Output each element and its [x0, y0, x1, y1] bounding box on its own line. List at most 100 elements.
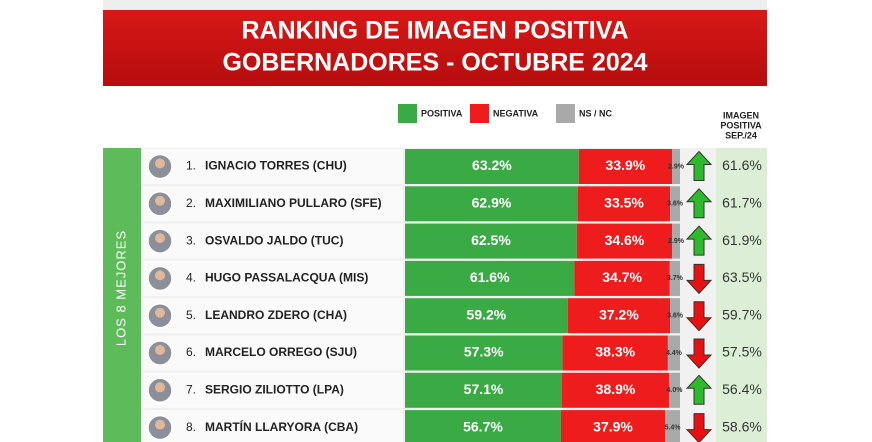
- row-label-bg: [141, 410, 403, 442]
- previous-title: SEP./24: [725, 130, 757, 140]
- header: [103, 10, 767, 86]
- bar-segment: [576, 223, 673, 259]
- value-label: 34.6%: [605, 232, 645, 248]
- value-label: 4.0%: [667, 387, 684, 394]
- row-label-bg: [141, 223, 403, 259]
- value-label: 38.9%: [596, 381, 636, 397]
- value-label: 34.7%: [602, 269, 642, 285]
- bar-segment: [562, 372, 669, 408]
- value-label: 2.9%: [668, 163, 685, 170]
- rank: 6.: [186, 345, 196, 359]
- value-label: 62.9%: [472, 195, 512, 211]
- previous-title: IMAGEN: [723, 110, 759, 120]
- photo-face: [155, 307, 165, 318]
- bar-segment: [405, 186, 578, 222]
- bar-segment: [405, 149, 579, 184]
- bar-segment: [672, 223, 680, 259]
- trend-arrow: [685, 150, 713, 181]
- trend-arrow: [685, 301, 713, 332]
- trend-arrow: [685, 338, 713, 369]
- title-line: RANKING DE IMAGEN POSITIVA: [241, 17, 628, 45]
- bar-segment: [672, 149, 680, 184]
- value-label: 62.5%: [471, 232, 511, 248]
- value-label: 33.9%: [606, 157, 646, 173]
- value-label: 57.1%: [464, 381, 504, 397]
- bar-segment: [560, 410, 666, 442]
- value-label: 38.3%: [595, 344, 635, 360]
- bar-segment: [562, 335, 668, 371]
- value-label: 3.6%: [667, 313, 684, 320]
- category-label: SERGIO ZILIOTTO (LPA): [205, 382, 344, 396]
- trend-arrow: [685, 374, 713, 405]
- row-label-bg: [141, 260, 403, 296]
- value-label: 3.6%: [667, 201, 684, 208]
- rank: 1.: [186, 159, 196, 173]
- photo-face: [155, 382, 165, 393]
- previous-value: 56.4%: [722, 381, 762, 397]
- row-label-bg: [141, 149, 403, 184]
- rank: 8.: [186, 420, 196, 434]
- previous-value: 57.5%: [722, 344, 762, 360]
- previous-value: 58.6%: [722, 418, 762, 434]
- bar-segment: [578, 149, 673, 184]
- legend-label: NEGATIVA: [493, 108, 539, 118]
- row-label-bg: [141, 186, 403, 222]
- bar-segment: [669, 260, 680, 296]
- bar-segment: [665, 410, 680, 442]
- bar-segment: [670, 298, 680, 334]
- rank: 3.: [186, 233, 196, 247]
- title-line: GOBERNADORES - OCTUBRE 2024: [222, 49, 647, 77]
- bar-segment: [667, 335, 680, 371]
- photo-face: [155, 270, 165, 281]
- bar-segment: [405, 223, 577, 259]
- bar-segment: [669, 372, 680, 408]
- previous-column: [716, 148, 767, 442]
- value-label: 5.4%: [665, 424, 682, 431]
- photo-face: [155, 345, 165, 355]
- value-label: 37.2%: [599, 306, 639, 322]
- legend-label: POSITIVA: [421, 108, 463, 118]
- group-label: LOS 8 MEJORES: [113, 230, 128, 346]
- value-label: 37.9%: [593, 418, 633, 434]
- previous-value: 61.7%: [722, 195, 762, 211]
- previous-value: 63.5%: [722, 269, 762, 285]
- category-label: HUGO PASSALACQUA (MIS): [205, 271, 368, 285]
- trend-arrow: [685, 413, 713, 442]
- rank: 7.: [186, 382, 196, 396]
- row-label-bg: [141, 372, 403, 408]
- previous-value: 61.9%: [722, 232, 762, 248]
- value-label: 57.3%: [464, 344, 504, 360]
- photo-face: [155, 158, 165, 169]
- value-label: 33.5%: [604, 195, 644, 211]
- value-label: 3.7%: [667, 275, 684, 282]
- category-label: MAXIMILIANO PULLARO (SFE): [205, 196, 382, 210]
- value-label: 63.2%: [472, 157, 512, 173]
- row-label-bg: [141, 335, 403, 371]
- category-label: IGNACIO TORRES (CHU): [205, 159, 347, 173]
- photo-face: [155, 419, 165, 430]
- category-label: OSVALDO JALDO (TUC): [205, 233, 343, 247]
- category-label: MARCELO ORREGO (SJU): [205, 345, 357, 359]
- value-label: 61.6%: [470, 269, 510, 285]
- bar-segment: [405, 260, 575, 296]
- bar-segment: [405, 372, 563, 408]
- bar-segment: [577, 186, 671, 222]
- rank: 4.: [186, 271, 196, 285]
- bar-segment: [670, 186, 680, 222]
- trend-arrow: [685, 188, 713, 219]
- legend-swatch: [556, 104, 575, 123]
- rank: 5.: [186, 308, 196, 322]
- value-label: 56.7%: [463, 418, 503, 434]
- legend-swatch: [398, 104, 417, 123]
- value-label: 2.9%: [668, 238, 685, 245]
- bar-segment: [574, 260, 670, 296]
- photo-face: [155, 195, 165, 206]
- group-band: [103, 148, 141, 442]
- bar-segment: [567, 298, 671, 334]
- trend-arrow: [685, 225, 713, 256]
- bar-segment: [405, 298, 568, 334]
- top-strip: [103, 0, 767, 10]
- value-label: 4.4%: [666, 350, 683, 357]
